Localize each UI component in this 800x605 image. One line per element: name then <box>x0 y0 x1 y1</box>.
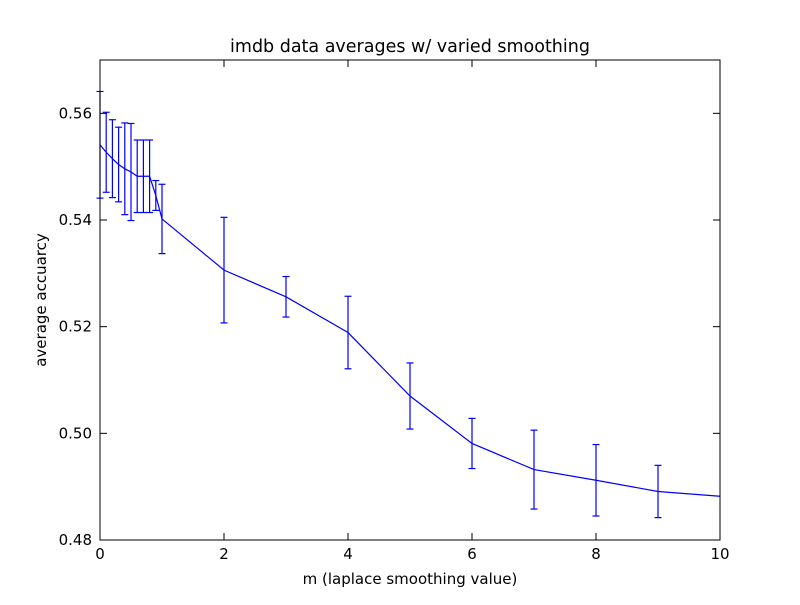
error-bar <box>108 119 116 199</box>
error-bar <box>654 464 662 519</box>
axis-ticks: 0 2 4 6 8 10 0.48 0.50 0.52 0.54 0.56 <box>59 60 730 563</box>
error-bar <box>127 122 135 222</box>
y-tick-label: 0.50 <box>59 424 92 442</box>
error-bar <box>102 111 110 193</box>
error-bar <box>344 295 352 370</box>
error-bar <box>139 139 147 214</box>
error-bar <box>115 126 123 203</box>
x-tick-label: 10 <box>710 545 729 563</box>
error-bar <box>592 443 600 517</box>
x-tick-label: 4 <box>343 545 353 563</box>
error-bar <box>121 122 129 216</box>
x-tick-label: 0 <box>95 545 105 563</box>
x-tick-label: 6 <box>467 545 477 563</box>
error-bar <box>146 139 154 214</box>
plot-area <box>96 90 721 519</box>
series-line-0 <box>99 144 721 497</box>
chart-title: imdb data averages w/ varied smoothing <box>230 37 590 57</box>
error-bar <box>468 417 476 470</box>
error-bar <box>282 275 290 318</box>
x-tick-label: 8 <box>591 545 601 563</box>
y-tick-label: 0.48 <box>59 531 92 549</box>
x-tick-label: 2 <box>219 545 229 563</box>
error-bar <box>220 216 228 324</box>
y-tick-label: 0.56 <box>59 104 92 122</box>
plot-frame <box>99 59 721 541</box>
error-bar <box>152 179 160 211</box>
y-tick-label: 0.54 <box>59 211 92 229</box>
x-axis-label: m (laplace smoothing value) <box>303 570 518 588</box>
error-bar <box>158 183 166 255</box>
y-tick-label: 0.52 <box>59 318 92 336</box>
y-axis-label: average accuarcy <box>32 233 50 367</box>
error-bar <box>530 429 538 510</box>
error-bar <box>406 362 414 430</box>
error-bar <box>133 139 141 214</box>
